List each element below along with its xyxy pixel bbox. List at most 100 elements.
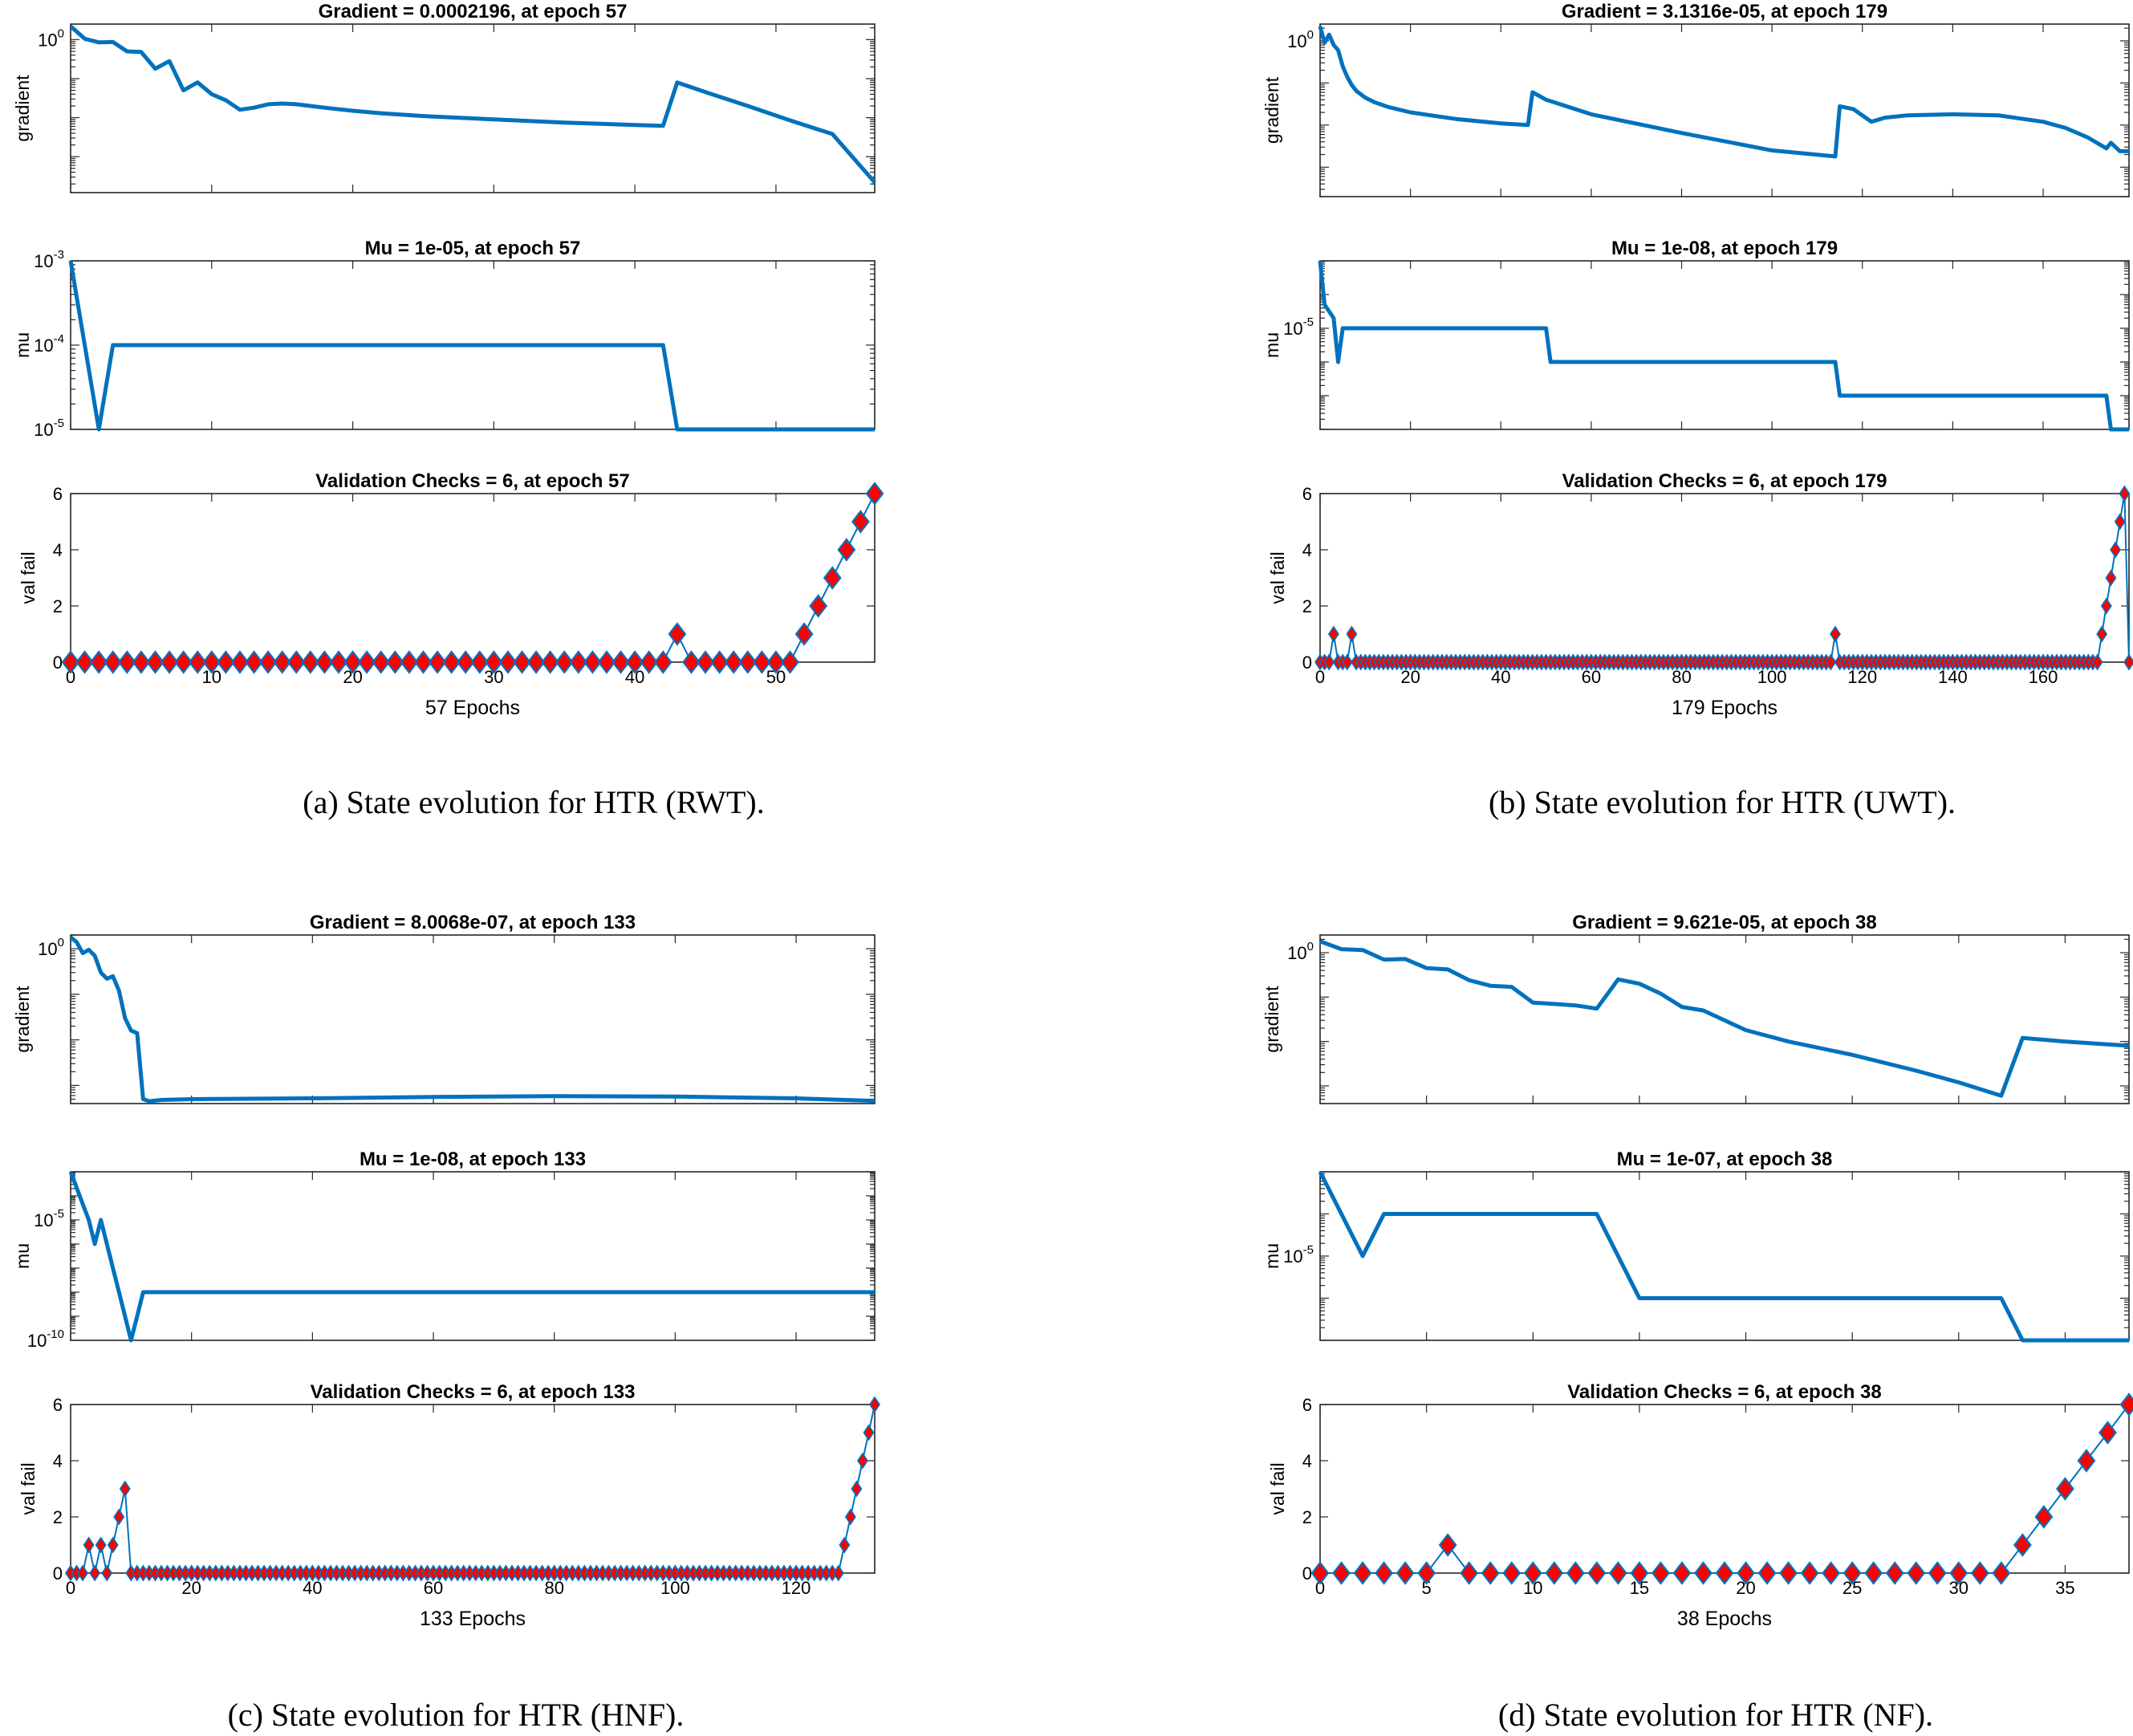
valfail-b-marker: [1830, 625, 1841, 643]
caption-d: (d) State evolution for HTR (NF).: [1498, 1697, 1933, 1733]
valfail-c-xtick-label: 0: [66, 1578, 75, 1598]
valfail-d-marker: [2056, 1477, 2074, 1501]
mu-d-series-line: [1318, 1170, 2129, 1343]
valfail-d-marker: [1332, 1561, 1351, 1585]
mu-b-series-line: [1318, 260, 2129, 432]
valfail-c-title: Validation Checks = 6, at epoch 133: [311, 1381, 636, 1403]
gradient-c-ytick-label: 100: [38, 936, 64, 959]
mu-d-ytick-base: 10: [1283, 1246, 1302, 1266]
valfail-c-marker: [856, 1452, 868, 1470]
valfail-b-marker: [2119, 485, 2131, 502]
gradient-d-series-line: [1319, 939, 2130, 1098]
mu-d-title: Mu = 1e-07, at epoch 38: [1617, 1149, 1833, 1170]
valfail-a-marker: [258, 650, 278, 674]
valfail-c-ytick-label: 2: [53, 1507, 63, 1527]
valfail-d-marker: [1864, 1561, 1883, 1585]
valfail-b-marker: [1825, 653, 1837, 671]
valfail-b-marker: [2114, 513, 2126, 531]
mu-a-ytick-exp: -4: [54, 332, 64, 346]
valfail-b-title: Validation Checks = 6, at epoch 179: [1562, 470, 1887, 492]
valfail-a-marker: [132, 650, 151, 674]
valfail-c-marker: [95, 1536, 107, 1554]
valfail-d-ytick-label: 0: [1302, 1563, 1312, 1584]
valfail-d-marker: [1460, 1561, 1479, 1585]
valfail-a-marker: [851, 510, 870, 534]
valfail-d-ytick-label: 6: [1302, 1395, 1312, 1415]
mu-a-ytick-base: 10: [34, 251, 53, 271]
mu-b-axes-box: [1319, 260, 2130, 430]
valfail-d-marker: [2034, 1505, 2054, 1529]
gradient-c-ytick-exp: 0: [58, 936, 64, 949]
valfail-d-marker: [1737, 1561, 1755, 1585]
mu-c-ytick-label: 10-10: [27, 1327, 64, 1351]
valfail-d-marker: [2098, 1421, 2117, 1445]
valfail-d-marker: [1757, 1561, 1777, 1585]
gradient-b-ytick-exp: 0: [1307, 28, 1314, 42]
gradient-a-series-line: [69, 24, 876, 184]
gradient-b-series-line: [1318, 26, 2129, 159]
valfail-d-marker: [1715, 1561, 1734, 1585]
mu-c-ytick-base: 10: [27, 1331, 47, 1351]
gradient-b-title: Gradient = 3.1316e-05, at epoch 179: [1562, 1, 1887, 22]
valfail-a-marker: [188, 650, 207, 674]
mu-d-ytick-label: 10-5: [1283, 1243, 1314, 1266]
valfail-a-marker: [625, 650, 644, 674]
gradient-c-ylabel: gradient: [12, 986, 33, 1053]
valfail-c-marker: [844, 1508, 856, 1526]
valfail-a-marker: [400, 650, 419, 674]
mu-a-ytick-label: 10-4: [34, 332, 64, 356]
valfail-a-marker: [682, 650, 701, 674]
valfail-c-marker: [83, 1536, 95, 1554]
valfail-a-marker: [653, 650, 672, 674]
valfail-a-ytick-label: 0: [53, 653, 63, 673]
valfail-a-ylabel: val fail: [18, 551, 39, 604]
valfail-d-ytick-label: 4: [1302, 1451, 1312, 1471]
valfail-b-marker: [2100, 597, 2112, 615]
valfail-a-marker: [794, 622, 814, 646]
valfail-d-marker: [1672, 1561, 1692, 1585]
valfail-a-marker: [569, 650, 588, 674]
mu-c-ytick-exp: -5: [54, 1207, 64, 1221]
valfail-a-marker: [385, 650, 404, 674]
valfail-c-marker: [107, 1536, 119, 1554]
mu-a-ytick-exp: -5: [54, 417, 64, 430]
valfail-d-marker: [1545, 1561, 1564, 1585]
valfail-c-axes-box: [70, 1404, 876, 1574]
valfail-b-xtick-label: 0: [1315, 667, 1325, 687]
mu-c-ytick-exp: -10: [47, 1327, 64, 1341]
valfail-d-marker: [1608, 1561, 1627, 1585]
valfail-a-axes-box: [70, 493, 876, 663]
gradient-c-series-line: [69, 935, 876, 1104]
mu-b-ytick-base: 10: [1283, 319, 1302, 339]
valfail-a-marker: [245, 650, 263, 674]
mu-b-ytick-exp: -5: [1303, 315, 1314, 329]
valfail-d-marker: [1502, 1561, 1522, 1585]
valfail-d-marker: [1523, 1561, 1542, 1585]
mu-a-ytick-label: 10-5: [34, 417, 64, 440]
valfail-a-marker: [724, 650, 743, 674]
valfail-c-ytick-label: 4: [53, 1451, 63, 1471]
mu-a-series-line: [68, 260, 875, 432]
mu-c-title: Mu = 1e-08, at epoch 133: [360, 1149, 586, 1170]
gradient-d-ylabel: gradient: [1262, 986, 1282, 1053]
gradient-d-ytick-label: 100: [1287, 940, 1314, 963]
valfail-a-marker: [456, 650, 475, 674]
valfail-a-marker: [752, 650, 771, 674]
valfail-c-ytick-label: 0: [53, 1563, 63, 1584]
gradient-a-title: Gradient = 0.0002196, at epoch 57: [319, 1, 628, 22]
valfail-d-marker: [2013, 1533, 2032, 1557]
valfail-b-marker: [2105, 569, 2117, 587]
valfail-d-marker: [1843, 1561, 1862, 1585]
valfail-c-ytick-label: 6: [53, 1395, 63, 1415]
valfail-a-ytick-label: 6: [53, 484, 63, 504]
valfail-a-marker: [89, 650, 108, 674]
valfail-b-marker: [2110, 541, 2122, 559]
valfail-a-marker: [61, 650, 80, 674]
valfail-c-marker: [119, 1480, 131, 1498]
valfail-b-ytick-label: 4: [1302, 540, 1312, 560]
valfail-d-marker: [1396, 1561, 1415, 1585]
valfail-d-marker: [1375, 1561, 1393, 1585]
valfail-a-marker: [117, 650, 136, 674]
